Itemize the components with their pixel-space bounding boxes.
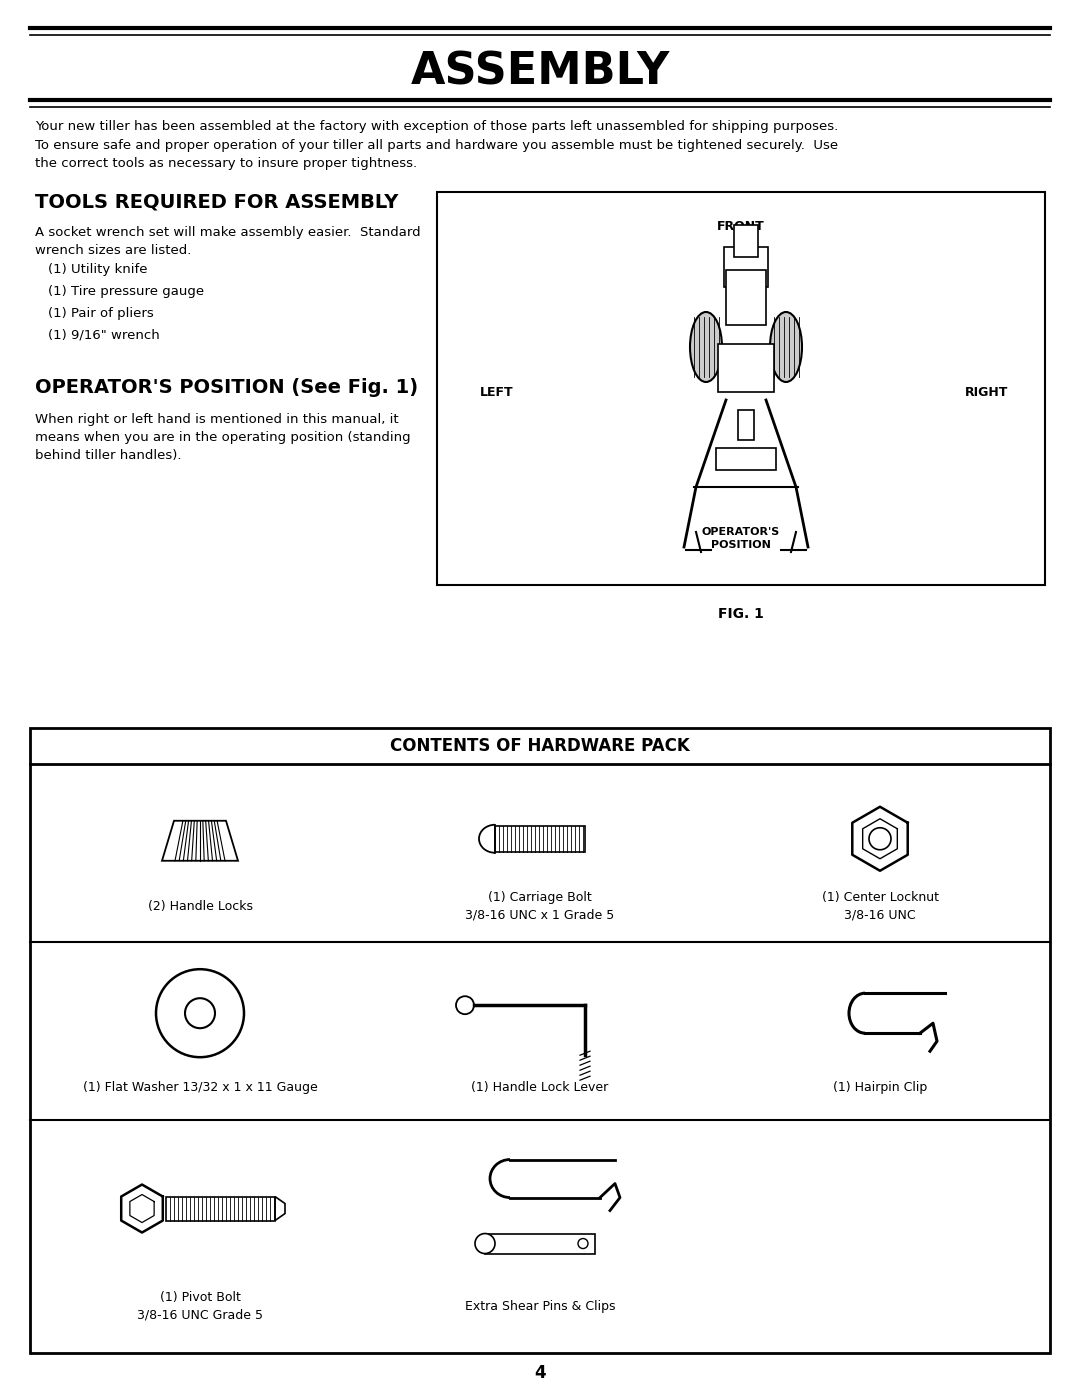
- Ellipse shape: [770, 312, 802, 381]
- Bar: [734, 225, 758, 257]
- Ellipse shape: [690, 312, 723, 381]
- Bar: [716, 448, 777, 469]
- Text: LEFT: LEFT: [481, 386, 514, 398]
- Bar: [30, 728, 1050, 1354]
- Text: Extra Shear Pins & Clips: Extra Shear Pins & Clips: [464, 1299, 616, 1313]
- Bar: [437, 191, 1045, 585]
- Bar: [485, 1234, 595, 1253]
- Text: 4: 4: [535, 1363, 545, 1382]
- Bar: [726, 270, 766, 326]
- Bar: [495, 826, 585, 852]
- Ellipse shape: [475, 1234, 495, 1253]
- Circle shape: [869, 828, 891, 849]
- Bar: [724, 247, 768, 286]
- Bar: [718, 344, 774, 393]
- Text: (1) Utility knife: (1) Utility knife: [48, 263, 148, 277]
- Circle shape: [578, 1239, 588, 1249]
- Text: (1) Center Locknut
3/8-16 UNC: (1) Center Locknut 3/8-16 UNC: [822, 891, 939, 922]
- Text: (1) Handle Lock Lever: (1) Handle Lock Lever: [471, 1081, 609, 1094]
- Text: (1) Hairpin Clip: (1) Hairpin Clip: [833, 1081, 927, 1094]
- Text: (1) Tire pressure gauge: (1) Tire pressure gauge: [48, 285, 204, 298]
- Circle shape: [156, 970, 244, 1058]
- Bar: [738, 409, 754, 440]
- Text: FRONT: FRONT: [717, 219, 765, 233]
- Text: FIG. 1: FIG. 1: [718, 608, 764, 622]
- Text: A socket wrench set will make assembly easier.  Standard
wrench sizes are listed: A socket wrench set will make assembly e…: [35, 226, 420, 257]
- Circle shape: [185, 999, 215, 1028]
- Text: OPERATOR'S
POSITION: OPERATOR'S POSITION: [702, 527, 780, 550]
- Bar: [166, 1197, 275, 1221]
- Text: (1) Flat Washer 13/32 x 1 x 11 Gauge: (1) Flat Washer 13/32 x 1 x 11 Gauge: [83, 1081, 318, 1094]
- Text: CONTENTS OF HARDWARE PACK: CONTENTS OF HARDWARE PACK: [390, 738, 690, 754]
- Text: (1) Carriage Bolt
3/8-16 UNC x 1 Grade 5: (1) Carriage Bolt 3/8-16 UNC x 1 Grade 5: [465, 891, 615, 922]
- Circle shape: [456, 996, 474, 1014]
- Text: (1) Pivot Bolt
3/8-16 UNC Grade 5: (1) Pivot Bolt 3/8-16 UNC Grade 5: [137, 1291, 264, 1322]
- Text: TOOLS REQUIRED FOR ASSEMBLY: TOOLS REQUIRED FOR ASSEMBLY: [35, 191, 399, 211]
- Text: (1) 9/16" wrench: (1) 9/16" wrench: [48, 330, 160, 342]
- Text: ASSEMBLY: ASSEMBLY: [410, 50, 670, 94]
- Text: RIGHT: RIGHT: [966, 386, 1009, 398]
- Text: Your new tiller has been assembled at the factory with exception of those parts : Your new tiller has been assembled at th…: [35, 120, 838, 170]
- Text: (1) Pair of pliers: (1) Pair of pliers: [48, 307, 153, 320]
- Text: OPERATOR'S POSITION (See Fig. 1): OPERATOR'S POSITION (See Fig. 1): [35, 379, 418, 397]
- Text: When right or left hand is mentioned in this manual, it
means when you are in th: When right or left hand is mentioned in …: [35, 414, 410, 462]
- Text: (2) Handle Locks: (2) Handle Locks: [148, 900, 253, 912]
